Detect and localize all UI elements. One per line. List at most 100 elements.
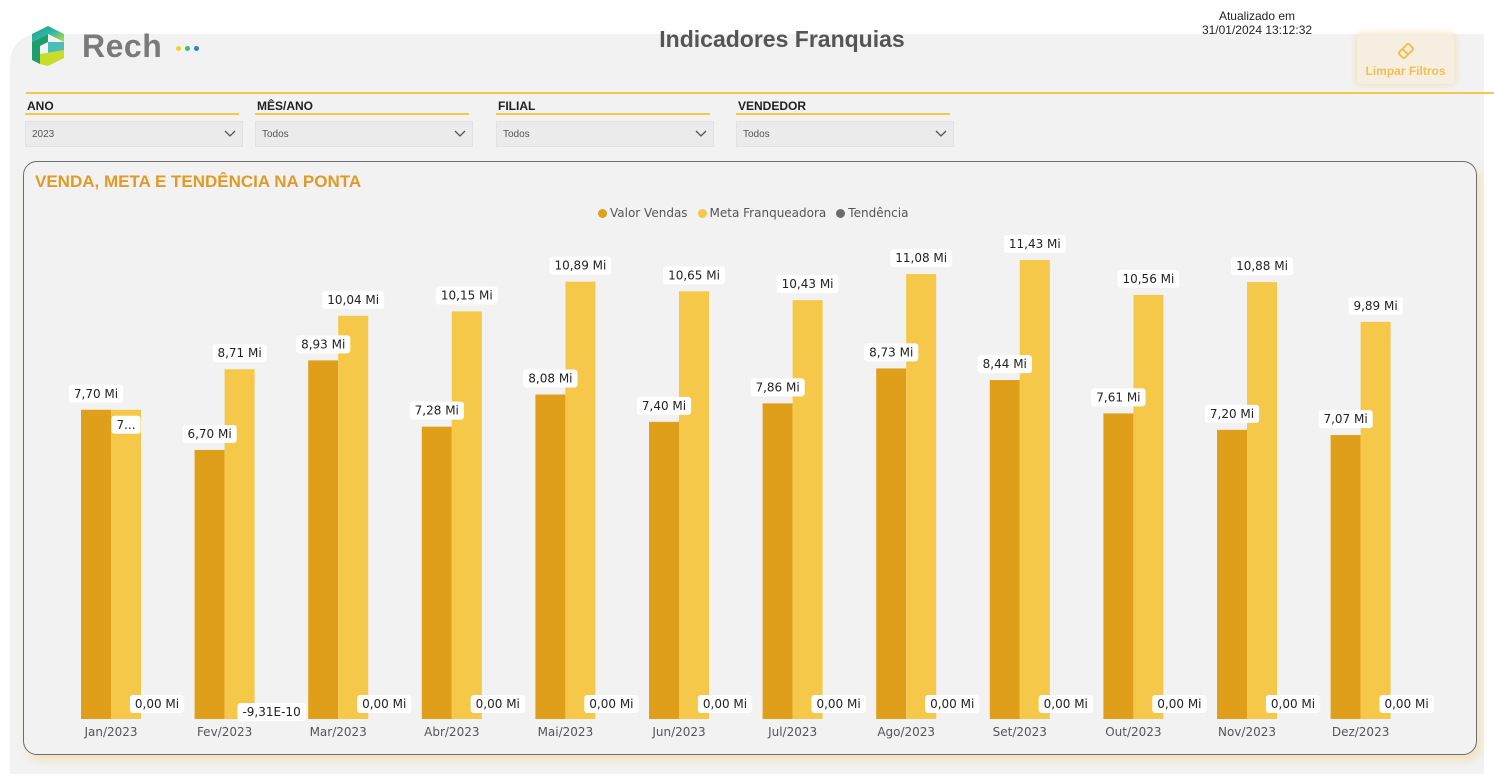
clear-filters-label: Limpar Filtros <box>1365 63 1446 78</box>
bar-valor-vendas[interactable] <box>989 380 1020 719</box>
clear-filters-button[interactable]: Limpar Filtros <box>1357 34 1454 84</box>
data-label-tendencia: 0,00 Mi <box>1157 697 1201 711</box>
data-label-meta-bg <box>1231 257 1293 276</box>
legend-item-tendencia[interactable]: Tendência <box>836 206 908 220</box>
filter-vendedor-value: Todos <box>743 128 770 140</box>
data-label-tendencia-bg <box>1152 695 1207 713</box>
data-label-meta: 10,04 Mi <box>327 293 379 307</box>
data-label-meta: 9,89 Mi <box>1353 299 1397 313</box>
bar-valor-vendas[interactable] <box>194 449 225 719</box>
data-label-tendencia: 0,00 Mi <box>816 697 860 711</box>
filter-mes-ano-value: Todos <box>262 128 289 140</box>
data-label-meta: 10,88 Mi <box>1236 259 1288 273</box>
legend-dot-tendencia <box>836 208 846 218</box>
x-tick-label: Ago/2023 <box>877 725 935 739</box>
data-label-vendas: 7,86 Mi <box>755 380 799 394</box>
chevron-down-icon <box>454 130 466 137</box>
data-label-meta-bg <box>1003 235 1066 253</box>
data-label-vendas: 7,70 Mi <box>74 387 118 401</box>
bar-valor-vendas[interactable] <box>1330 435 1361 719</box>
bar-meta-franqueadora[interactable] <box>906 274 937 719</box>
filter-vendedor: VENDEDOR Todos <box>736 99 954 147</box>
updated-label: Atualizado em <box>1218 9 1296 23</box>
bar-valor-vendas[interactable] <box>308 360 339 719</box>
brand-dots <box>176 45 200 51</box>
filter-vendedor-label: VENDEDOR <box>736 99 950 115</box>
sales-chart: Jan/2023 Fev/2023 Mar/2023 Abr/2023 Mai/2023… <box>68 235 1434 739</box>
data-label-tendencia-bg <box>811 695 866 713</box>
data-label-meta-bg <box>663 266 725 285</box>
filter-ano-value: 2023 <box>32 128 55 140</box>
brand-logo: Rech <box>26 24 226 68</box>
filter-mes-ano-dropdown[interactable]: Todos <box>255 121 473 147</box>
chart-title: VENDA, META E TENDÊNCIA NA PONTA <box>35 172 362 191</box>
x-tick-label: Out/2023 <box>1105 725 1161 739</box>
bar-meta-franqueadora[interactable] <box>1019 260 1050 719</box>
bar-valor-vendas[interactable] <box>81 409 111 719</box>
bar-valor-vendas[interactable] <box>1217 429 1247 719</box>
bar-valor-vendas[interactable] <box>876 368 907 719</box>
bar-valor-vendas[interactable] <box>762 403 793 719</box>
data-label-tendencia: 0,00 Mi <box>930 697 974 711</box>
legend-item-vendas[interactable]: Valor Vendas <box>598 206 688 220</box>
data-label-tendencia-bg <box>129 695 185 713</box>
data-label-vendas: 7,40 Mi <box>642 399 686 413</box>
data-label-meta-bg <box>890 249 953 268</box>
chevron-down-icon <box>935 130 947 137</box>
data-label-vendas-bg <box>409 401 464 420</box>
sales-chart-card: Jan/2023 Fev/2023 Mar/2023 Abr/2023 Mai/2023… <box>23 161 1477 755</box>
filter-ano-dropdown[interactable]: 2023 <box>25 121 243 147</box>
filter-filial-dropdown[interactable]: Todos <box>496 121 714 147</box>
bar-meta-franqueadora[interactable] <box>451 311 482 719</box>
bar-valor-vendas[interactable] <box>1103 413 1134 719</box>
data-label-tendencia: 0,00 Mi <box>476 697 520 711</box>
filter-ano: ANO 2023 <box>25 99 243 147</box>
bar-meta-franqueadora[interactable] <box>224 369 255 719</box>
x-tick-label: Dez/2023 <box>1332 725 1390 739</box>
bar-meta-franqueadora[interactable] <box>1360 321 1391 719</box>
x-tick-label: Nov/2023 <box>1218 725 1276 739</box>
last-updated: Atualizado em 31/01/2024 13:12:32 <box>1180 9 1334 37</box>
filter-ano-label: ANO <box>25 99 239 115</box>
filter-filial-value: Todos <box>503 128 530 140</box>
legend-item-meta[interactable]: Meta Franqueadora <box>697 206 826 220</box>
bar-meta-franqueadora[interactable] <box>679 291 709 719</box>
data-label-vendas-bg <box>523 369 578 388</box>
data-label-tendencia-bg <box>470 695 525 713</box>
chevron-down-icon <box>695 130 707 137</box>
bar-meta-franqueadora[interactable] <box>1133 294 1164 719</box>
data-label-meta: 10,65 Mi <box>668 268 720 282</box>
bar-meta-franqueadora[interactable] <box>565 281 596 719</box>
data-label-tendencia-bg <box>925 695 980 713</box>
filter-filial: FILIAL Todos <box>496 99 714 147</box>
bar-meta-franqueadora[interactable] <box>338 315 369 719</box>
chart-legend: Valor Vendas Meta Franqueadora Tendência <box>598 206 908 220</box>
bar-valor-vendas[interactable] <box>649 421 679 719</box>
data-label-vendas-bg <box>977 355 1032 374</box>
data-label-vendas-bg <box>68 384 124 403</box>
bar-meta-franqueadora[interactable] <box>1247 282 1277 719</box>
filter-vendedor-dropdown[interactable]: Todos <box>736 121 954 147</box>
data-label-meta: 10,56 Mi <box>1122 272 1174 286</box>
bar-valor-vendas[interactable] <box>421 426 452 719</box>
data-label-tendencia-bg <box>1265 695 1321 713</box>
data-label-tendencia: 0,00 Mi <box>135 697 179 711</box>
data-label-vendas-bg <box>636 396 692 415</box>
eraser-icon <box>1397 42 1414 59</box>
data-label-vendas: 8,08 Mi <box>528 372 572 386</box>
data-label-vendas-bg <box>296 335 351 354</box>
bar-valor-vendas[interactable] <box>535 394 566 719</box>
data-label-meta: 11,08 Mi <box>895 251 947 265</box>
bar-meta-franqueadora[interactable] <box>792 300 823 719</box>
bar-meta-franqueadora[interactable] <box>111 409 141 719</box>
data-label-tendencia: 0,00 Mi <box>1384 697 1428 711</box>
legend-label-vendas: Valor Vendas <box>610 206 688 220</box>
data-label-meta: 10,89 Mi <box>554 259 606 273</box>
data-label-vendas: 7,07 Mi <box>1323 412 1367 426</box>
data-label-vendas-bg <box>864 343 919 362</box>
data-label-meta-bg <box>435 286 498 305</box>
data-label-meta: 7... <box>116 418 135 432</box>
x-tick-label: Jun/2023 <box>651 725 705 739</box>
data-label-tendencia: 0,00 Mi <box>1044 697 1088 711</box>
data-label-meta-bg <box>322 290 385 309</box>
